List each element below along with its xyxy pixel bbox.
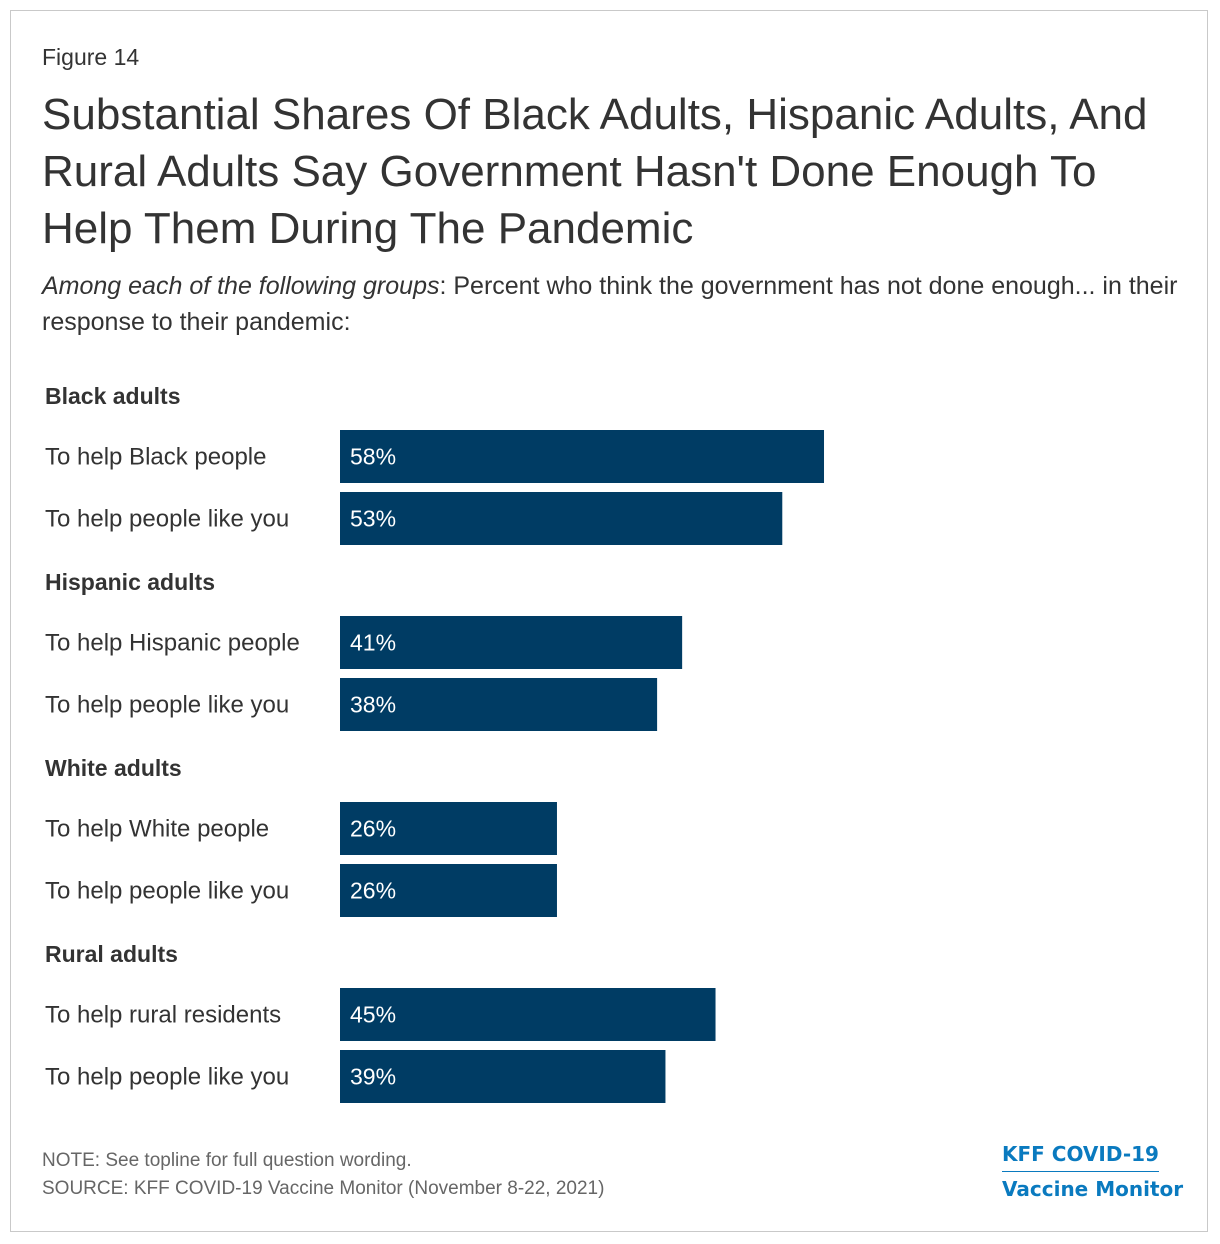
bar [340,864,557,917]
bar [340,802,557,855]
row-label: To help people like you [45,692,289,719]
data-label: 53% [350,506,396,532]
logo-line-2: Vaccine Monitor [1002,1177,1184,1201]
figure-label: Figure 14 [42,44,140,70]
data-label: 26% [350,816,396,842]
kff-logo: KFF COVID-19 Vaccine Monitor [1002,1139,1183,1204]
row-label: To help people like you [45,878,289,905]
bar [340,988,716,1041]
note-text: NOTE: See topline for full question word… [42,1150,412,1171]
bar [340,430,825,483]
row-label: To help Black people [45,444,266,471]
group-label: White adults [45,755,182,781]
chart-title: Substantial Shares Of Black Adults, Hisp… [42,90,1148,253]
bar [340,1050,666,1103]
data-label: 39% [350,1064,396,1090]
subtitle-lead: Among each of the following groups [42,272,440,300]
row-label: To help White people [45,816,269,843]
row-label: To help people like you [45,1064,289,1091]
bar [340,616,683,669]
data-label: 38% [350,692,396,718]
group-label: Black adults [45,383,181,409]
source-text: SOURCE: KFF COVID-19 Vaccine Monitor (No… [42,1178,605,1199]
bar [340,678,658,731]
data-label: 26% [350,878,396,904]
row-label: To help people like you [45,506,289,533]
bar [340,492,783,545]
subtitle-rest: : Percent who think the government has n… [42,272,1178,336]
chart-subtitle: Among each of the following groups: Perc… [42,268,1182,340]
group-label: Rural adults [45,941,178,967]
group-label: Hispanic adults [45,569,215,595]
row-label: To help rural residents [45,1002,281,1029]
row-label: To help Hispanic people [45,630,300,657]
logo-line-1: KFF COVID-19 [1002,1139,1159,1172]
data-label: 41% [350,630,396,656]
chart-footnote: NOTE: See topline for full question word… [42,1147,604,1203]
data-label: 45% [350,1002,396,1028]
data-label: 58% [350,444,396,470]
